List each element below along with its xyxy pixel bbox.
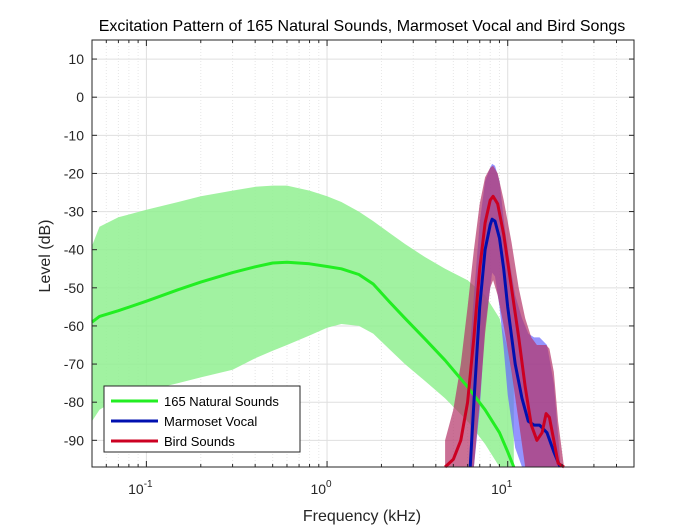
- legend-label: 165 Natural Sounds: [164, 394, 279, 409]
- legend: 165 Natural Sounds Marmoset Vocal Bird Sou…: [104, 386, 300, 452]
- legend-label: Bird Sounds: [164, 434, 235, 449]
- y-axis-label: Level (dB): [37, 220, 54, 293]
- chart-title: Excitation Pattern of 165 Natural Sounds…: [99, 18, 626, 35]
- x-axis-label: Frequency (kHz): [303, 508, 421, 525]
- y-tick-label: -60: [64, 318, 84, 334]
- y-tick-label: 10: [68, 51, 84, 67]
- y-tick-label: -40: [64, 242, 84, 258]
- y-tick-label: -80: [64, 394, 84, 410]
- y-tick-label: -10: [64, 127, 84, 143]
- legend-label: Marmoset Vocal: [164, 414, 257, 429]
- y-tick-label: -20: [64, 165, 84, 181]
- y-tick-label: -70: [64, 356, 84, 372]
- y-tick-label: -90: [64, 432, 84, 448]
- y-tick-label: 0: [76, 89, 84, 105]
- y-tick-label: -50: [64, 280, 84, 296]
- y-tick-label: -30: [64, 204, 84, 220]
